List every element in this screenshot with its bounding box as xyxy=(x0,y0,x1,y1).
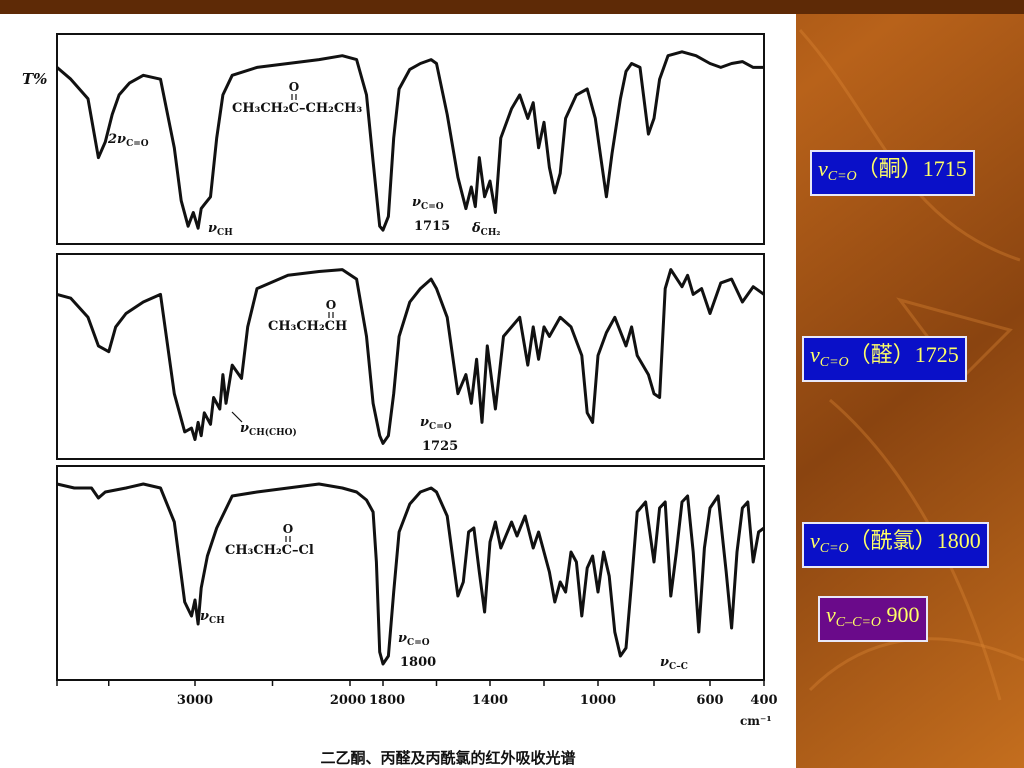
carbonyl-oxygen-2: O xyxy=(326,298,336,312)
pointer-ch-cho xyxy=(231,411,243,423)
peak-annotation-3-2: νC=O xyxy=(398,631,430,648)
peak-annotation-2-2: νC=O xyxy=(420,415,452,432)
x-tick-label-1400: 1400 xyxy=(472,693,508,708)
c-c-o-label: νC–C=O 900 xyxy=(818,596,928,642)
peak-value-1-3: 1715 xyxy=(414,219,450,234)
y-axis-label: T% xyxy=(22,70,47,88)
x-tick-label-1000: 1000 xyxy=(580,693,616,708)
ir-spectrum-figure: T% 3000 2000 1800 1400 1000 600 400 cm⁻¹ 二乙酮、丙醛及丙… xyxy=(0,14,796,768)
x-tick-label-3000: 3000 xyxy=(177,693,213,708)
x-tick-label-600: 600 xyxy=(696,693,723,708)
carbonyl-oxygen-1: O xyxy=(289,80,299,94)
peak-annotation-1-3: νC=O xyxy=(412,195,444,212)
panel-frame-3 xyxy=(56,465,765,681)
peak-annotation-3-1: νCH xyxy=(200,609,225,626)
figure-caption: 二乙酮、丙醛及丙酰氯的红外吸收光谱 xyxy=(320,749,575,767)
peak-annotation-1-2: νCH xyxy=(208,221,233,238)
peak-value-2-2: 1725 xyxy=(422,439,458,454)
spectrum-trace-1 xyxy=(56,50,764,232)
carbonyl-oxygen-3: O xyxy=(283,522,293,536)
peak-annotation-1-4: δCH₂ xyxy=(471,221,500,238)
molecule-formula-1: CH₃CH₂C–CH₂CH₃ xyxy=(232,101,362,116)
acyl-chloride-label: νC=O（酰氯）1800 xyxy=(802,522,989,568)
peak-annotation-2-1: νCH(CHO) xyxy=(240,421,297,438)
spectrum-trace-2 xyxy=(56,268,765,445)
peak-annotation-3-3: νC–C xyxy=(660,655,688,672)
x-tick-label-1800: 1800 xyxy=(369,693,405,708)
x-axis-label: cm⁻¹ xyxy=(740,714,772,728)
x-tick-label-400: 400 xyxy=(750,693,777,708)
panel-frame-1 xyxy=(56,33,765,245)
panel-frame-2 xyxy=(56,253,765,460)
peak-annotation-1-1: 2νC=O xyxy=(107,132,149,149)
molecule-formula-3: CH₃CH₂C–Cl xyxy=(225,543,314,558)
molecule-formula-2: CH₃CH₂CH xyxy=(268,319,347,334)
x-tick-label-2000: 2000 xyxy=(330,693,366,708)
aldehyde-label: νC=O（醛）1725 xyxy=(802,336,967,382)
ir-spectrum-chart: T%3000 2000 1800 1400 1000 600 400cm⁻¹二乙酮、丙醛及丙… xyxy=(22,33,778,767)
ketone-label: νC=O（酮）1715 xyxy=(810,150,975,196)
spectrum-trace-3 xyxy=(56,482,765,666)
peak-value-3-2: 1800 xyxy=(400,655,436,670)
